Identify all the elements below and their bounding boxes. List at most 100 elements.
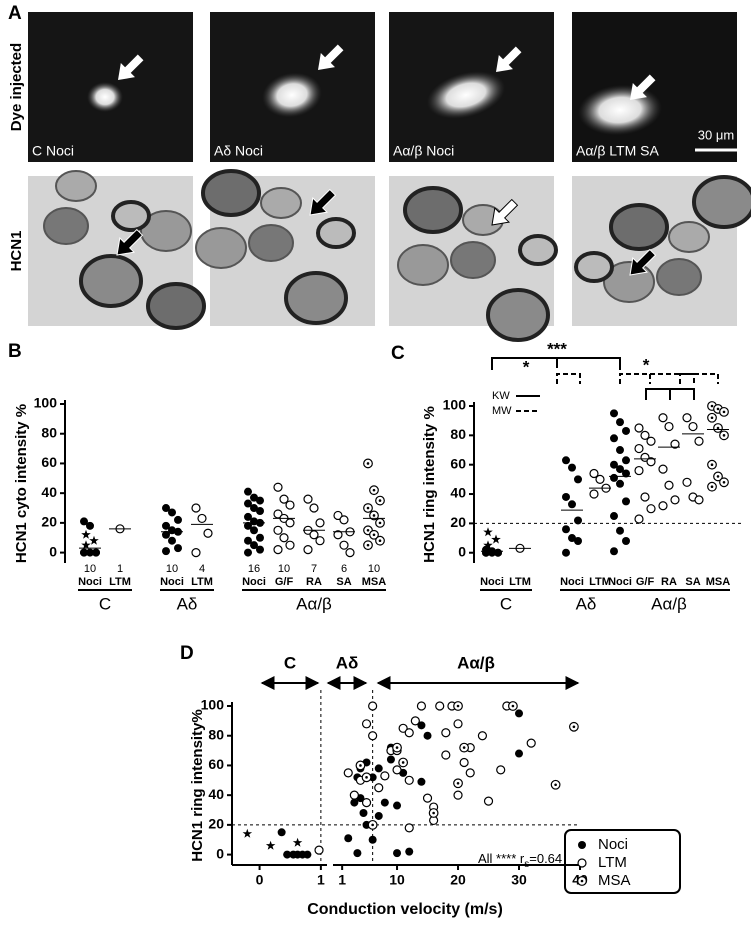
point xyxy=(658,413,668,423)
point-dot xyxy=(710,463,714,466)
point xyxy=(616,446,624,455)
point xyxy=(359,808,368,817)
point xyxy=(589,468,599,479)
legend-label: MSA xyxy=(598,872,631,889)
point-dot xyxy=(359,764,362,767)
cell xyxy=(260,187,302,219)
point xyxy=(694,495,704,505)
point xyxy=(515,749,524,758)
point xyxy=(250,541,258,550)
star-point xyxy=(491,534,501,544)
point xyxy=(368,701,378,711)
point xyxy=(375,495,385,506)
point xyxy=(353,849,362,858)
point-dot xyxy=(372,488,376,492)
brackets xyxy=(491,357,719,400)
point xyxy=(622,497,630,506)
n-label: 1 xyxy=(117,563,123,575)
y-tick-label: 100 xyxy=(201,697,225,713)
y-tick-label: 60 xyxy=(41,454,57,470)
point-dot xyxy=(366,543,370,547)
cell xyxy=(518,234,558,266)
x-tick-label: 1 xyxy=(317,872,325,888)
x-tick-label: 20 xyxy=(450,872,466,888)
point xyxy=(610,409,618,418)
point xyxy=(577,876,587,886)
point xyxy=(562,525,570,534)
point xyxy=(398,723,408,733)
point xyxy=(277,828,286,837)
point xyxy=(616,418,624,427)
significance: *** xyxy=(547,339,567,358)
cell xyxy=(609,203,669,251)
y-tick-label: 0 xyxy=(458,543,466,559)
significance: * xyxy=(523,357,530,376)
point xyxy=(477,731,488,741)
point xyxy=(285,540,295,550)
point xyxy=(168,536,176,545)
point xyxy=(256,506,264,515)
bracket xyxy=(645,388,695,400)
point xyxy=(622,426,630,435)
point-dot xyxy=(378,499,382,502)
point xyxy=(488,548,496,557)
point xyxy=(349,790,359,800)
point xyxy=(279,533,289,543)
point xyxy=(369,485,379,496)
point xyxy=(568,463,576,472)
n-label: 7 xyxy=(311,563,317,575)
point xyxy=(392,765,402,775)
point xyxy=(515,709,524,718)
y-tick-label: 100 xyxy=(34,395,58,411)
point xyxy=(688,421,698,432)
point-dot xyxy=(378,539,382,543)
point-dot xyxy=(372,514,376,517)
n-label: 10 xyxy=(278,563,290,575)
point xyxy=(404,823,414,833)
point xyxy=(244,499,252,508)
point xyxy=(363,458,373,469)
point xyxy=(368,731,378,741)
point xyxy=(417,721,426,730)
point xyxy=(622,469,630,478)
point xyxy=(610,547,618,556)
point xyxy=(303,850,312,859)
y-tick-label: 80 xyxy=(41,424,57,440)
point xyxy=(369,510,379,521)
point xyxy=(315,518,325,528)
category-label: LTM xyxy=(191,576,213,588)
point xyxy=(283,850,292,859)
point xyxy=(369,529,379,540)
point xyxy=(303,545,313,555)
n-label: 4 xyxy=(199,563,205,575)
region-label: Aα/β xyxy=(457,653,495,672)
point xyxy=(483,796,494,806)
point xyxy=(574,475,582,484)
panel-label: A xyxy=(8,3,22,24)
y-tick-label: 60 xyxy=(450,455,466,471)
point xyxy=(482,548,490,557)
point xyxy=(417,777,426,786)
star-point xyxy=(483,527,493,537)
point xyxy=(428,808,439,818)
point-dot xyxy=(366,506,370,510)
n-label: 6 xyxy=(341,563,347,575)
point xyxy=(273,525,283,535)
legend-box xyxy=(564,829,681,894)
panel-label: D xyxy=(180,643,194,664)
cell xyxy=(450,241,496,279)
point xyxy=(459,757,469,768)
point xyxy=(350,798,359,807)
point xyxy=(168,526,176,535)
point xyxy=(682,413,692,423)
point xyxy=(550,779,561,790)
scale-bar-label: 30 μm xyxy=(698,127,734,142)
point xyxy=(441,750,451,760)
point xyxy=(244,487,252,496)
point xyxy=(333,510,343,521)
point xyxy=(367,819,378,830)
cell xyxy=(668,221,710,253)
point xyxy=(441,728,451,738)
bracket xyxy=(556,373,581,384)
